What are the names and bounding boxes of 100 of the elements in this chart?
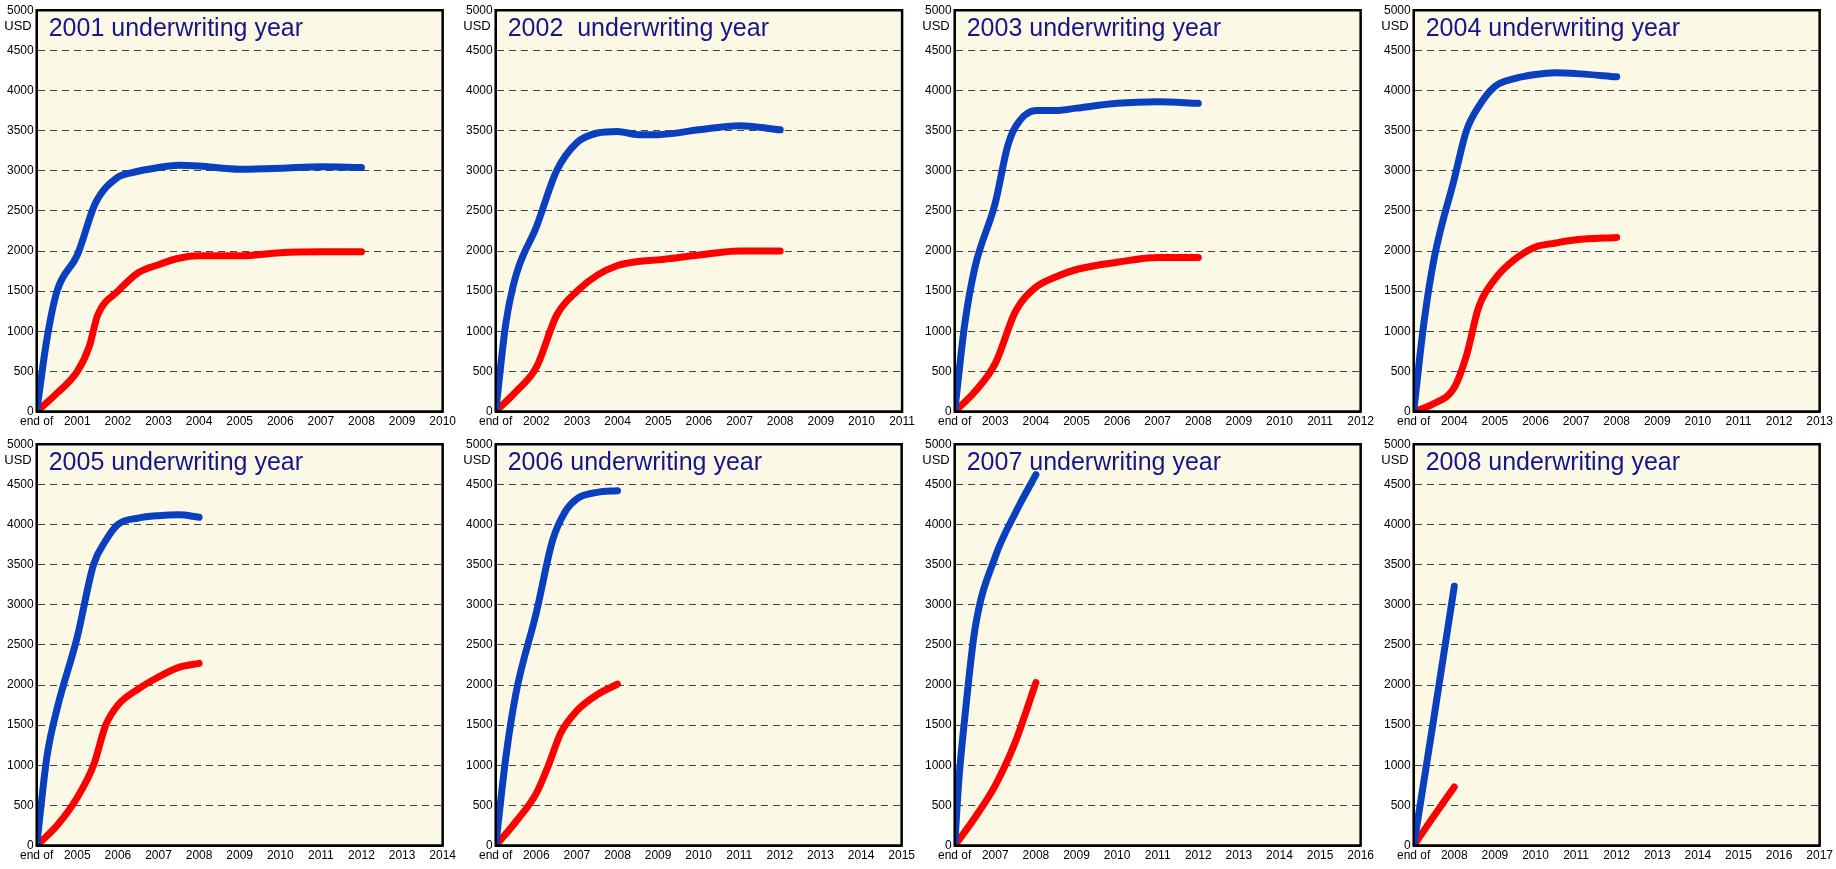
y-tick-label: 4000 [6, 516, 35, 531]
y-tick-label: 2000 [6, 243, 35, 258]
y-tick-label: 3000 [924, 163, 953, 178]
y-axis-title: USD [922, 451, 950, 467]
y-tick-label: 2000 [1383, 243, 1412, 258]
y-tick-label: 3000 [1383, 597, 1412, 612]
chart-title: 2003 underwriting year [966, 12, 1222, 41]
x-tick-label: 2008 [766, 414, 794, 429]
x-tick-label: 2008 [604, 848, 632, 863]
y-tick-label: 4000 [6, 82, 35, 97]
y-tick-label: 5000 [6, 436, 35, 451]
y-tick-label: 1000 [1383, 757, 1412, 772]
chart-title: 2008 underwriting year [1425, 446, 1681, 475]
y-tick-label: 1500 [465, 283, 494, 298]
x-tick-label: 2008 [185, 848, 213, 863]
x-tick-label: 2005 [226, 414, 254, 429]
y-tick-label: 500 [931, 363, 953, 378]
y-tick-label: 3500 [1383, 122, 1412, 137]
y-tick-label: 3500 [6, 122, 35, 137]
x-tick-label: 2012 [1603, 848, 1631, 863]
y-tick-label: 2500 [924, 637, 953, 652]
y-tick-label: 500 [472, 363, 494, 378]
y-tick-label: 1000 [924, 323, 953, 338]
x-tick-label: 2002 [104, 414, 132, 429]
chart-title: 2002 underwriting year [507, 12, 769, 41]
y-tick-label: 5000 [924, 2, 953, 17]
x-tick-label: 2001 [63, 414, 91, 429]
y-tick-label: 1500 [6, 717, 35, 732]
y-axis-title: USD [1381, 17, 1409, 33]
y-tick-label: 4500 [465, 476, 494, 491]
x-tick-label: 2002 [522, 414, 551, 429]
y-tick-label: 1500 [6, 283, 35, 298]
y-tick-label: 2500 [6, 637, 35, 652]
x-tick-label: 2011 [1563, 848, 1590, 863]
x-tick-label: 2006 [522, 848, 550, 863]
y-tick-label: 500 [1390, 363, 1412, 378]
x-tick-label: 2010 [1266, 414, 1294, 429]
x-tick-label: 2016 [1347, 848, 1375, 863]
y-tick-label: 2500 [1383, 637, 1412, 652]
y-tick-label: 2000 [6, 677, 35, 692]
x-tick-label: 2008 [1440, 848, 1468, 863]
y-tick-label: 1000 [924, 757, 953, 772]
y-tick-label: 1000 [6, 757, 35, 772]
x-tick-label: 2006 [104, 848, 132, 863]
y-tick-label: 500 [472, 797, 494, 812]
x-tick-label: 2004 [1440, 414, 1468, 429]
x-tick-label: 2012 [1347, 414, 1375, 429]
y-tick-label: 1000 [465, 323, 494, 338]
y-tick-label: 1500 [465, 717, 494, 732]
x-tick-label: 2013 [1225, 848, 1253, 863]
y-tick-label: 4500 [6, 42, 35, 57]
x-tick-label: 2011 [1725, 414, 1752, 429]
x-tick-label: 2011 [1144, 848, 1171, 863]
x-tick-label: 2010 [685, 848, 713, 863]
x-tick-label: 2006 [685, 414, 713, 429]
x-tick-label: 2007 [1144, 414, 1172, 429]
y-tick-label: 2000 [465, 677, 494, 692]
y-tick-label: 4500 [924, 42, 953, 57]
y-tick-label: 5000 [465, 436, 494, 451]
y-tick-label: 1000 [1383, 323, 1412, 338]
x-tick-label: 2006 [1103, 414, 1131, 429]
y-axis-title: USD [922, 17, 950, 33]
x-tick-label: 2005 [63, 848, 91, 863]
x-tick-label: 2010 [429, 414, 457, 429]
x-tick-label: 2009 [1063, 848, 1091, 863]
x-tick-label: 2009 [1643, 414, 1671, 429]
x-tick-label: 2014 [1266, 848, 1294, 863]
y-tick-label: 2000 [924, 677, 953, 692]
y-tick-label: 4500 [924, 476, 953, 491]
x-tick-label: 2012 [348, 848, 376, 863]
x-tick-label: 2014 [847, 848, 875, 863]
y-tick-label: 4000 [1383, 516, 1412, 531]
y-tick-label: 5000 [465, 2, 494, 17]
y-tick-label: 3000 [6, 597, 35, 612]
y-tick-label: 1500 [924, 283, 953, 298]
x-tick-label: 2005 [1063, 414, 1091, 429]
y-tick-label: 3500 [465, 556, 494, 571]
y-tick-label: 4500 [465, 42, 494, 57]
y-tick-label: 4000 [465, 516, 494, 531]
x-tick-label: 2009 [388, 414, 416, 429]
x-tick-label: 2004 [604, 414, 632, 429]
chart-title: 2001 underwriting year [48, 12, 304, 41]
x-tick-label: 2014 [1684, 848, 1712, 863]
y-tick-label: 5000 [924, 436, 953, 451]
x-tick-label: 2015 [1725, 848, 1753, 863]
chart-title: 2006 underwriting year [507, 446, 763, 475]
x-tick-label: 2008 [1184, 414, 1212, 429]
chart-title: 2004 underwriting year [1425, 12, 1681, 41]
y-tick-label: 4000 [1383, 82, 1412, 97]
y-tick-label: 2500 [924, 203, 953, 218]
x-tick-label: 2007 [145, 848, 173, 863]
y-axis-title: USD [4, 17, 32, 33]
x-tick-label: 2007 [726, 414, 754, 429]
x-tick-label: 2011 [307, 848, 335, 863]
y-tick-label: 500 [13, 363, 35, 378]
x-tick-label: 2011 [726, 848, 753, 863]
x-tick-label: 2016 [1765, 848, 1793, 863]
y-tick-label: 3000 [924, 597, 953, 612]
y-tick-label: 1000 [465, 757, 494, 772]
x-tick-label: 2010 [266, 848, 294, 863]
